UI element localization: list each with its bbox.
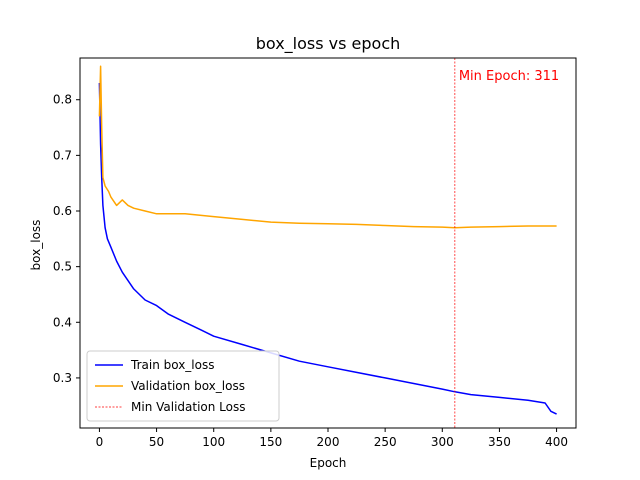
y-tick-label: 0.3 <box>53 371 72 385</box>
y-tick-label: 0.4 <box>53 315 72 329</box>
x-tick-label: 0 <box>96 435 104 449</box>
x-tick-label: 400 <box>545 435 568 449</box>
y-axis-label: box_loss <box>29 220 43 271</box>
series-line-train-box-loss <box>98 82 557 415</box>
x-tick-label: 100 <box>202 435 225 449</box>
legend-box <box>86 350 280 422</box>
series-line-validation-box-loss <box>98 65 557 229</box>
y-tick-label: 0.7 <box>53 148 72 162</box>
x-tick-label: 300 <box>431 435 454 449</box>
x-tick-label: 50 <box>149 435 164 449</box>
x-tick-label: 150 <box>259 435 282 449</box>
min-epoch-annotation: Min Epoch: 311 <box>459 69 559 84</box>
x-tick-label: 200 <box>317 435 340 449</box>
x-tick-label: 250 <box>374 435 397 449</box>
legend: Train box_loss Validation box_loss Min Val… <box>86 350 280 422</box>
y-tick-label: 0.6 <box>53 204 72 218</box>
chart-title: box_loss vs epoch <box>256 34 401 54</box>
legend-label: Min Validation Loss <box>131 400 246 414</box>
plot-area-frame <box>79 57 577 429</box>
legend-label: Validation box_loss <box>131 379 245 393</box>
x-axis-label: Epoch <box>310 456 347 470</box>
y-tick-label: 0.5 <box>53 260 72 274</box>
y-tick-label: 0.8 <box>53 93 72 107</box>
x-tick-label: 350 <box>488 435 511 449</box>
legend-label: Train box_loss <box>130 358 214 372</box>
